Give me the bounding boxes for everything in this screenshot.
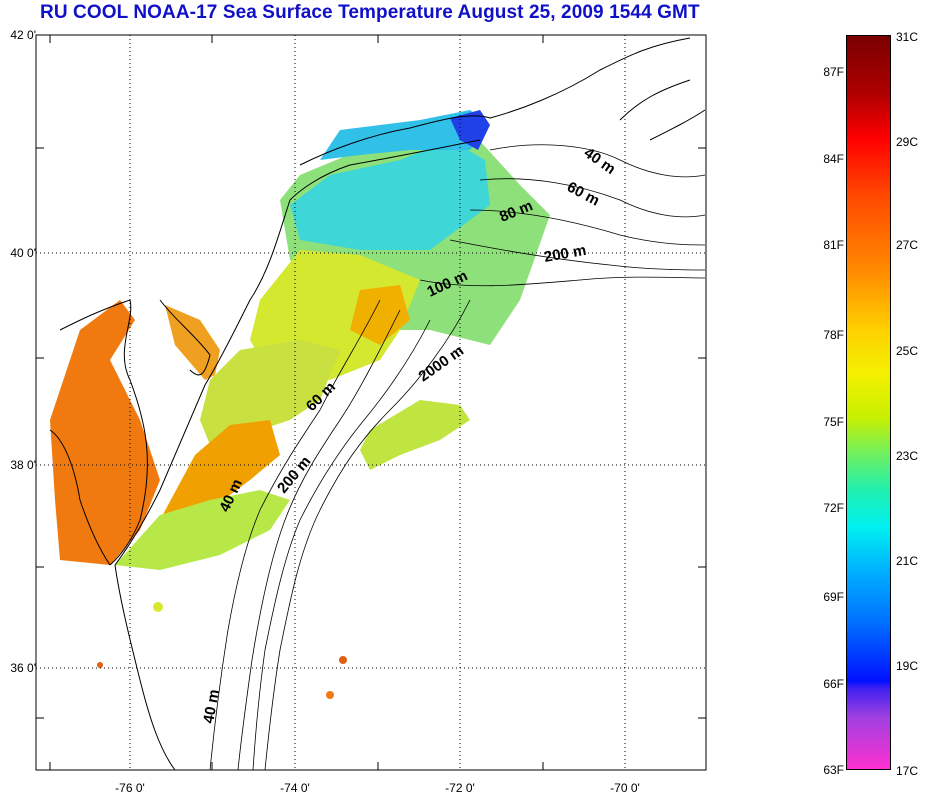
axis-ticks — [36, 35, 706, 770]
temperature-colorbar — [846, 35, 891, 770]
cb-label-78f: 78F — [823, 328, 844, 342]
cb-label-17c: 17C — [896, 764, 919, 778]
sst-imagery — [50, 110, 550, 699]
cb-label-31c: 31C — [896, 30, 919, 44]
coastline — [49, 37, 706, 771]
cb-label-84f: 84F — [823, 152, 844, 166]
sst-spot-3 — [97, 662, 103, 668]
sst-spot-2 — [326, 691, 334, 699]
sst-spot-1 — [339, 656, 347, 664]
lat-label-38: 38 0' — [10, 458, 36, 472]
cb-label-19c: 19C — [896, 659, 919, 673]
cb-label-21c: 21C — [896, 554, 919, 568]
map-title: RU COOL NOAA-17 Sea Surface Temperature … — [40, 2, 700, 23]
cb-label-63f: 63F — [823, 763, 844, 777]
lat-label-40: 40 0' — [10, 246, 36, 260]
sst-patch-cyan — [290, 140, 490, 250]
sst-patch-longisland — [320, 110, 490, 160]
sst-patch-delaware-bay — [165, 305, 220, 380]
cb-label-29c: 29C — [896, 135, 919, 149]
isobaths — [209, 144, 706, 771]
map-frame — [35, 34, 707, 771]
lon-label-72: -72 0' — [445, 781, 475, 795]
cb-label-23c: 23C — [896, 449, 919, 463]
sst-patch-orange — [350, 285, 410, 345]
lon-label-74: -74 0' — [280, 781, 310, 795]
cb-label-69f: 69F — [823, 590, 844, 604]
sst-patch-south-green — [115, 490, 290, 570]
sst-patch-offshore — [360, 400, 470, 470]
cb-label-66f: 66F — [823, 677, 844, 691]
lon-label-70: -70 0' — [610, 781, 640, 795]
cb-label-87f: 87F — [823, 65, 844, 79]
cb-label-81f: 81F — [823, 238, 844, 252]
cb-label-27c: 27C — [896, 238, 919, 252]
cb-label-75f: 75F — [823, 415, 844, 429]
lat-label-36: 36 0' — [10, 661, 36, 675]
cb-label-25c: 25C — [896, 344, 919, 358]
sst-patch-chesapeake — [50, 300, 160, 565]
sst-spot-4 — [153, 602, 163, 612]
lon-label-76: -76 0' — [115, 781, 145, 795]
isobath-label-40m-south: 40 m — [200, 688, 223, 725]
lat-label-42: 42 0' — [10, 28, 36, 42]
cb-label-72f: 72F — [823, 501, 844, 515]
graticule — [36, 35, 706, 770]
